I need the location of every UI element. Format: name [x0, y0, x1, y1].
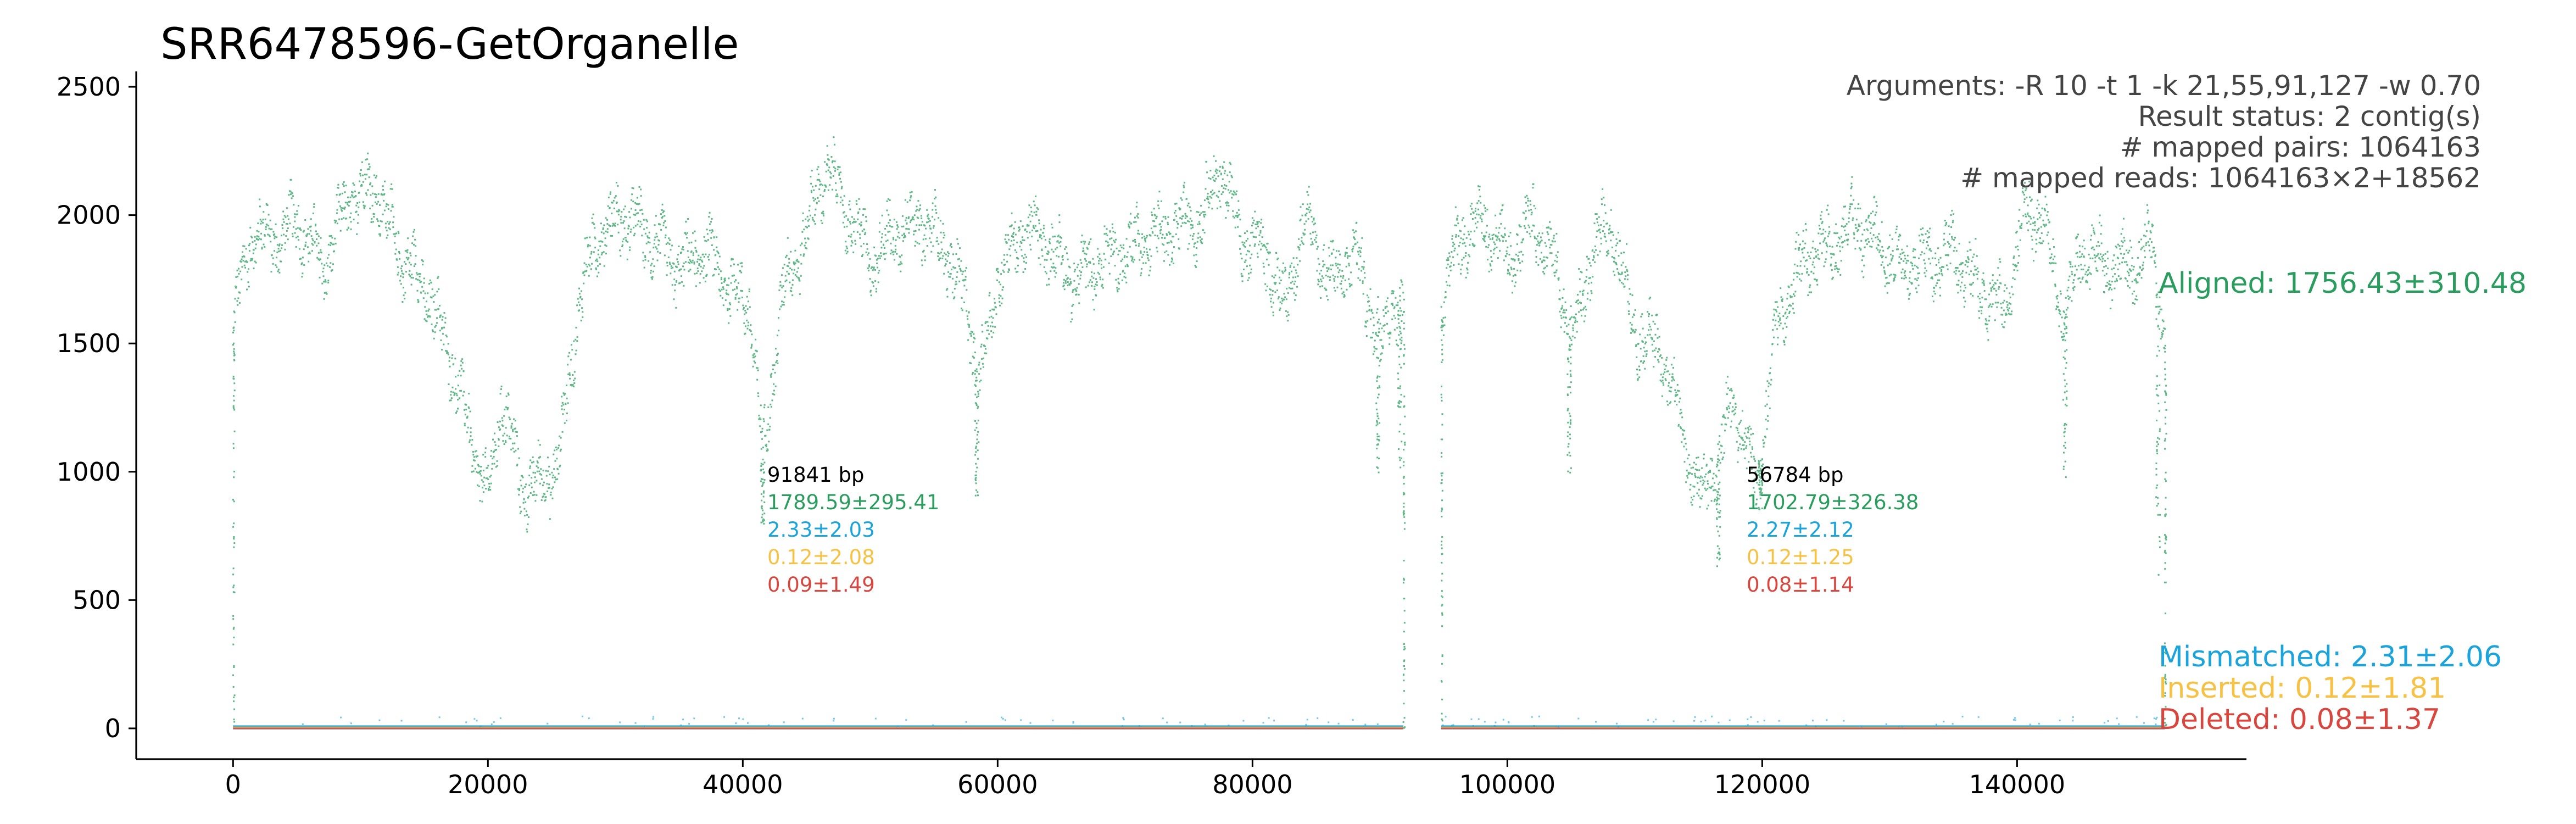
y-tick-label: 2000 [57, 201, 121, 230]
legend: Aligned: 1756.43±310.48 Mismatched: 2.31… [2159, 267, 2527, 736]
x-tick-label: 20000 [448, 770, 528, 799]
baseline-layer [233, 715, 2165, 730]
y-tick-label: 2500 [57, 72, 121, 102]
contig-1-length: 91841 bp [767, 463, 864, 487]
legend-mismatched: Mismatched: 2.31±2.06 [2159, 641, 2502, 673]
contig-1-mismatched: 2.33±2.03 [767, 518, 875, 542]
x-tick-label: 120000 [1714, 770, 1811, 799]
legend-deleted: Deleted: 0.08±1.37 [2159, 703, 2440, 736]
y-tick-label: 0 [105, 714, 121, 743]
scatter-layer [232, 136, 2167, 729]
contig-2-mismatched: 2.27±2.12 [1747, 518, 1854, 542]
contig-2-length: 56784 bp [1747, 463, 1843, 487]
contig-2-aligned: 1702.79±326.38 [1747, 491, 1919, 514]
x-tick-label: 40000 [702, 770, 783, 799]
contig-2-inserted: 0.12±1.25 [1747, 545, 1854, 569]
x-tick-label: 80000 [1212, 770, 1292, 799]
ticks-layer: 0 20000 40000 60000 80000 100000 120000 1400000… [57, 72, 2065, 799]
y-tick-label: 500 [73, 585, 121, 615]
contig-1-stats: 91841 bp 1789.59±295.41 2.33±2.03 0.12±2… [767, 463, 939, 597]
x-tick-label: 60000 [957, 770, 1038, 799]
legend-inserted: Inserted: 0.12±1.81 [2159, 672, 2446, 705]
contig-1-inserted: 0.12±2.08 [767, 545, 875, 569]
contig-2-deleted: 0.08±1.14 [1747, 573, 1854, 597]
contig-1-deleted: 0.09±1.49 [767, 573, 875, 597]
axes-layer [135, 71, 2246, 760]
x-tick-label: 100000 [1459, 770, 1556, 799]
y-tick-label: 1500 [57, 329, 121, 358]
deleted-band-contig-1 [233, 727, 1404, 730]
mapped-pairs-text: # mapped pairs: 1064163 [2120, 131, 2481, 163]
legend-aligned: Aligned: 1756.43±310.48 [2159, 267, 2527, 300]
aligned-points-contig-2 [1440, 176, 2167, 727]
contig-2-stats: 56784 bp 1702.79±326.38 2.27±2.12 0.12±1… [1747, 463, 1919, 597]
deleted-band-contig-2 [1441, 727, 2165, 730]
run-info: Arguments: -R 10 -t 1 -k 21,55,91,127 -w… [1847, 70, 2481, 194]
x-tick-label: 140000 [1969, 770, 2066, 799]
chart-title: SRR6478596-GetOrganelle [160, 20, 739, 69]
x-tick-label: 0 [225, 770, 241, 799]
mapped-reads-text: # mapped reads: 1064163×2+18562 [1960, 162, 2481, 194]
result-status-text: Result status: 2 contig(s) [2138, 101, 2481, 132]
y-tick-label: 1000 [57, 457, 121, 487]
arguments-text: Arguments: -R 10 -t 1 -k 21,55,91,127 -w… [1847, 70, 2481, 102]
aligned-points-contig-1 [232, 136, 1406, 729]
contig-1-aligned: 1789.59±295.41 [767, 491, 939, 514]
